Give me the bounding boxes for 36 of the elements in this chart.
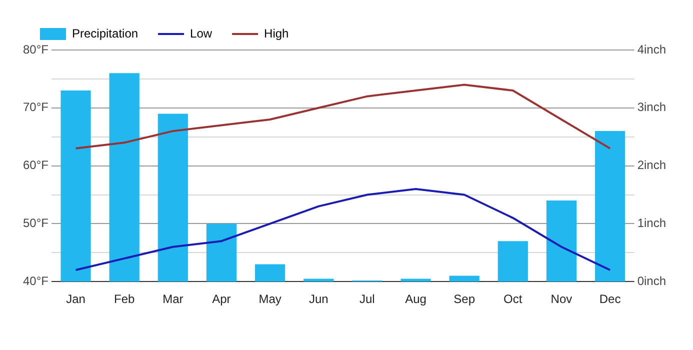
y-tick-label: 70°F [22, 100, 48, 114]
y2-tick-label: 1inch [637, 216, 666, 230]
bar [158, 114, 188, 282]
y-tick-label: 80°F [22, 42, 48, 56]
x-tick-label: May [258, 292, 282, 306]
bar [304, 278, 334, 282]
bar [206, 224, 237, 282]
x-tick-label: Jul [360, 292, 375, 306]
y-tick-label: 40°F [22, 274, 48, 288]
x-tick-label: Jun [308, 292, 328, 306]
legend-label: Low [190, 26, 212, 40]
bar [400, 278, 431, 282]
x-tick-label: Dec [599, 292, 621, 306]
x-tick-label: Mar [162, 292, 184, 306]
bar [594, 131, 626, 282]
x-tick-label: Feb [114, 292, 135, 306]
y2-tick-label: 0inch [637, 274, 666, 288]
x-tick-label: Jan [66, 292, 86, 306]
legend-label: Precipitation [72, 26, 138, 40]
x-tick-label: Nov [550, 292, 572, 306]
x-tick-label: Sep [454, 292, 476, 306]
y-tick-label: 60°F [22, 158, 48, 172]
x-tick-label: Apr [212, 292, 231, 306]
bar [109, 73, 140, 282]
legend-label: High [264, 26, 289, 40]
x-tick-label: Aug [405, 292, 426, 306]
y2-tick-label: 4inch [637, 42, 666, 56]
bar [254, 264, 286, 282]
bar [449, 276, 480, 282]
bar [498, 241, 528, 282]
y2-tick-label: 3inch [637, 100, 666, 114]
x-tick-label: Oct [504, 292, 523, 306]
bar [546, 200, 577, 282]
bar [60, 90, 91, 282]
y2-tick-label: 2inch [637, 158, 666, 172]
y-tick-label: 50°F [22, 216, 48, 230]
